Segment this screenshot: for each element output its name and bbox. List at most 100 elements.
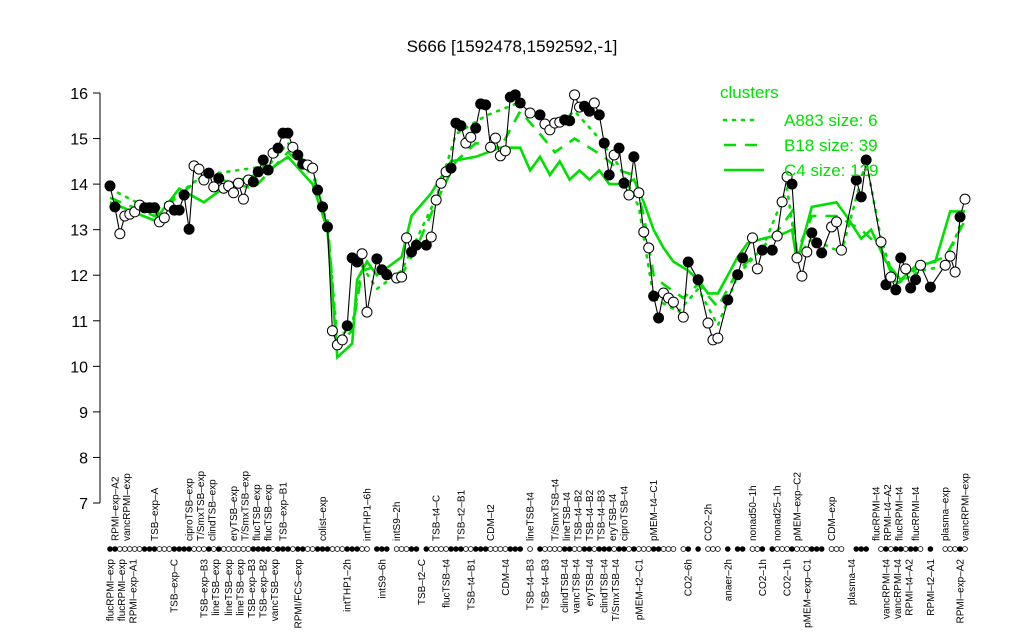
- x-tick-label: TSB–t4–B2: [573, 489, 584, 541]
- sample-marker: [893, 546, 899, 552]
- x-tick-label: RPMI/FCS–exp: [293, 559, 304, 629]
- data-point: [499, 145, 511, 157]
- x-tick-label: nonad50–1h: [748, 485, 759, 541]
- legend-entry-a883: A883 size: 6: [784, 111, 878, 130]
- sample-marker: [324, 546, 331, 552]
- chart-title: S666 [1592478,1592592,-1]: [407, 37, 618, 56]
- sample-marker: [131, 546, 138, 552]
- data-point: [480, 99, 492, 111]
- sample-marker-row: [107, 546, 968, 552]
- sample-marker: [660, 546, 667, 552]
- sample-marker: [547, 546, 553, 552]
- sample-marker: [606, 546, 612, 552]
- x-tick-label: flucTSB–t4: [442, 559, 453, 608]
- data-point: [213, 172, 225, 184]
- y-axis: 7 8 9 10 11 12 13 14 15 16: [70, 86, 101, 513]
- sample-marker: [942, 546, 949, 552]
- legend-entry-c4: C4 size: 129: [784, 161, 879, 180]
- x-tick-label: RPMI–exp–A2: [110, 476, 121, 541]
- data-point: [816, 247, 828, 259]
- data-point: [712, 332, 724, 344]
- x-tick-label: TSB–exp–B3: [199, 559, 210, 618]
- y-tick-label: 14: [70, 177, 88, 194]
- sample-marker: [379, 546, 385, 552]
- sample-marker: [344, 546, 351, 552]
- data-point: [910, 274, 922, 286]
- sample-marker: [290, 546, 296, 552]
- sample-marker: [230, 546, 237, 552]
- sample-marker: [260, 546, 267, 552]
- sample-marker: [749, 546, 756, 552]
- sample-marker: [126, 546, 133, 552]
- sample-marker: [551, 546, 558, 552]
- y-tick-label: 16: [70, 86, 88, 103]
- x-tick-label: lineTSB–t4: [526, 492, 537, 541]
- x-tick-label: flucRPMI–exp: [117, 559, 128, 622]
- sample-marker: [952, 546, 958, 552]
- x-tick-label: TSB–t2–C: [417, 559, 428, 605]
- sample-marker: [314, 546, 321, 552]
- sample-marker: [136, 546, 143, 552]
- x-tick-label: vancRPMI–t4: [893, 559, 904, 619]
- sample-marker: [354, 546, 360, 552]
- data-point: [465, 131, 477, 143]
- x-tick-label: CO2–1h: [783, 559, 794, 596]
- sample-marker: [537, 546, 543, 552]
- data-point: [880, 279, 892, 291]
- sample-marker: [581, 546, 588, 552]
- data-point: [292, 149, 304, 161]
- sample-trace: [104, 89, 971, 351]
- x-tick-label: RPMI–exp–A2: [956, 559, 967, 624]
- sample-marker: [438, 546, 444, 552]
- data-point: [648, 290, 660, 302]
- sample-marker: [492, 546, 499, 552]
- sample-marker: [888, 546, 894, 552]
- data-point: [341, 320, 353, 332]
- x-tick-label: ciproTSB–t4: [619, 486, 630, 541]
- sample-marker: [319, 546, 326, 552]
- data-point: [855, 191, 867, 203]
- data-point: [371, 253, 383, 265]
- data-point: [796, 270, 808, 282]
- x-tick-label: CO2–1h: [758, 559, 769, 596]
- data-point: [692, 274, 704, 286]
- data-point: [613, 142, 625, 154]
- data-point: [915, 259, 927, 271]
- sample-marker: [467, 546, 474, 552]
- x-tick-label: TSB–exp–B2: [259, 559, 270, 618]
- sample-marker: [151, 546, 158, 552]
- sample-marker: [769, 546, 776, 552]
- sample-marker: [171, 546, 178, 552]
- data-point: [396, 271, 408, 283]
- x-tick-label: plasma–exp: [941, 487, 952, 541]
- data-point: [598, 137, 610, 149]
- data-point: [173, 204, 185, 216]
- sample-marker: [710, 546, 716, 552]
- data-point: [944, 250, 956, 262]
- sample-marker: [818, 546, 825, 552]
- data-point: [895, 252, 907, 264]
- x-tick-label: TSB–t2–B1: [456, 489, 467, 541]
- sample-marker: [453, 546, 459, 552]
- x-tick-label: eryTSB–exp: [229, 486, 240, 541]
- data-point: [104, 180, 116, 192]
- x-tick-label: eryTSB–t4: [608, 493, 619, 541]
- data-point: [756, 244, 768, 256]
- y-tick-label: 12: [70, 268, 88, 285]
- y-tick-label: 9: [79, 405, 88, 422]
- x-tick-label: TSB–t4–B3: [526, 559, 537, 611]
- sample-marker: [655, 546, 662, 552]
- sample-marker: [364, 546, 370, 552]
- data-point: [514, 97, 526, 109]
- sample-marker: [112, 546, 118, 552]
- data-point: [949, 266, 961, 278]
- x-tick-label: flucRPMI–t4: [872, 486, 883, 541]
- sample-marker: [631, 546, 637, 552]
- sample-marker: [665, 546, 672, 552]
- sample-marker: [917, 546, 924, 552]
- sample-marker: [838, 546, 845, 552]
- sample-marker: [413, 546, 420, 552]
- sample-marker: [507, 546, 514, 552]
- sample-marker: [191, 546, 197, 552]
- sample-marker: [502, 546, 509, 552]
